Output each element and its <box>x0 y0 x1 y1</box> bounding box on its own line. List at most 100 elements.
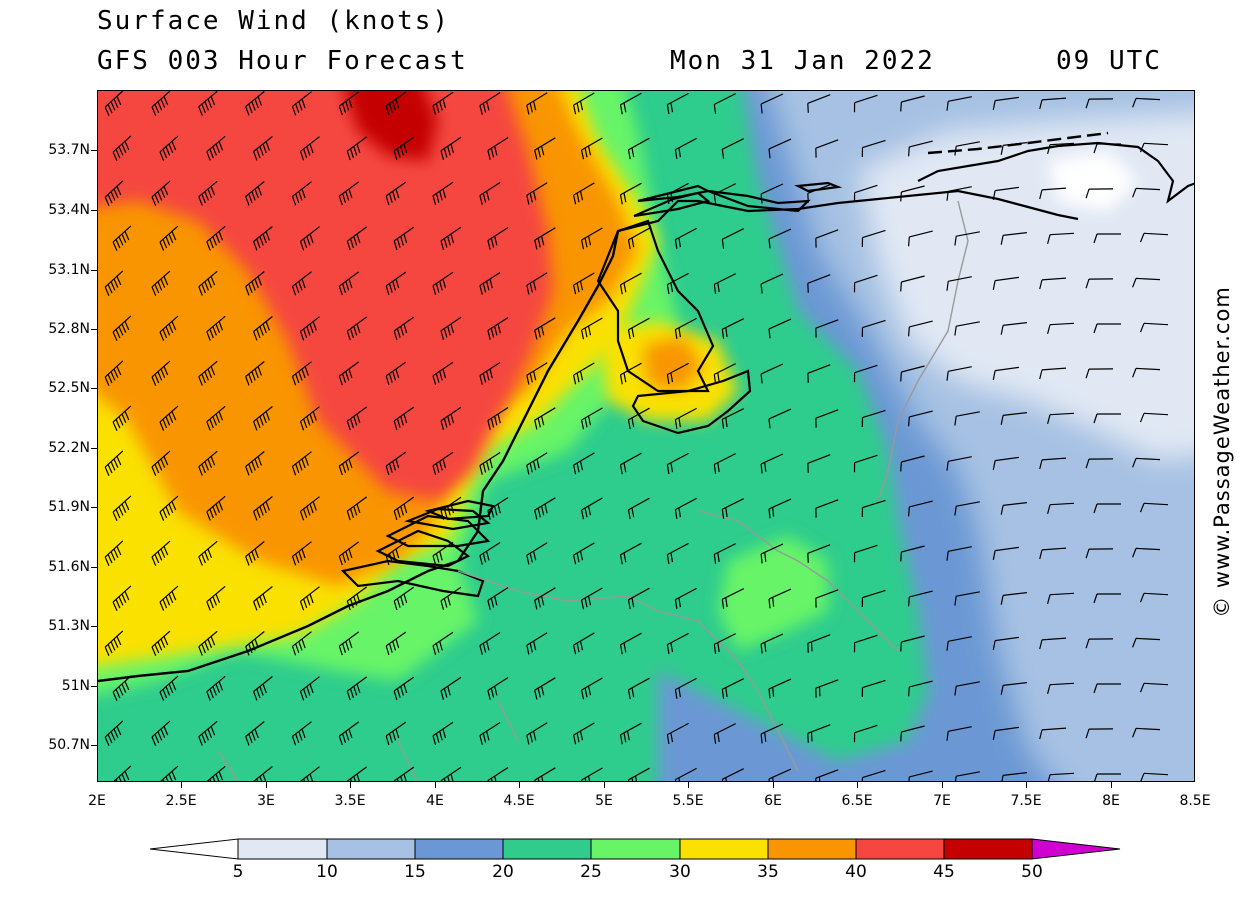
wind-barb-feather <box>168 773 173 781</box>
wind-barb-feather <box>163 96 169 106</box>
wind-barb-feather <box>356 323 361 334</box>
wind-barb <box>900 545 925 562</box>
wind-barb-feather <box>954 506 957 516</box>
wind-barb-feather <box>346 330 351 341</box>
wind-barb-feather <box>721 779 724 781</box>
wind-barb-feather <box>388 283 393 293</box>
wind-barb <box>619 92 642 115</box>
wind-barb-feather <box>151 286 157 296</box>
wind-barb-shaft <box>581 587 603 601</box>
wind-barb <box>760 183 784 204</box>
wind-barb-shaft <box>1041 277 1067 281</box>
wind-barb-feather <box>348 638 353 649</box>
wind-barb-feather <box>254 638 259 649</box>
wind-barb <box>1093 143 1121 154</box>
wind-barb-feather <box>619 734 623 745</box>
wind-barb <box>666 92 689 115</box>
wind-barb <box>807 94 831 113</box>
wind-barb-feather <box>807 193 809 203</box>
wind-barb-feather <box>121 143 127 153</box>
wind-barb-feather <box>489 368 493 379</box>
wind-barb-feather <box>165 236 171 246</box>
wind-barb-feather <box>396 688 401 698</box>
wind-barb <box>666 182 689 205</box>
wind-barb <box>908 230 933 247</box>
wind-barb-feather <box>573 104 577 115</box>
wind-barb-feather <box>807 553 809 563</box>
wind-barb-feather <box>159 241 165 251</box>
wind-barb-feather <box>584 147 588 158</box>
wind-barb <box>198 720 218 746</box>
wind-barb-feather <box>259 596 264 606</box>
wind-barb-feather <box>447 506 451 516</box>
wind-barb <box>619 452 642 475</box>
lat-label: 53.4N <box>48 202 90 218</box>
wind-barb-feather <box>447 236 451 246</box>
wind-barb <box>853 364 878 383</box>
wind-barb <box>815 139 839 158</box>
wind-barb-feather <box>587 685 592 696</box>
wind-barb <box>1000 232 1027 245</box>
wind-barb <box>104 540 124 567</box>
wind-barb-feather <box>487 240 491 250</box>
wind-barb-shaft <box>628 317 650 331</box>
wind-barb-shaft <box>1143 502 1169 506</box>
wind-barb-feather <box>353 146 358 156</box>
wind-barb-feather <box>992 550 996 561</box>
wind-barb-feather <box>810 731 813 742</box>
wind-barb <box>1047 772 1075 781</box>
wind-barb-feather <box>627 599 631 610</box>
wind-barb-feather <box>348 368 353 379</box>
wind-barb <box>815 589 839 608</box>
wind-barb <box>946 276 972 291</box>
wind-barb <box>861 139 886 158</box>
wind-barb-feather <box>306 416 311 426</box>
wind-barb-feather <box>435 553 440 563</box>
wind-barb-feather <box>245 466 250 476</box>
wind-barb <box>1039 277 1067 290</box>
wind-barb-feather <box>946 371 949 381</box>
wind-barb-feather <box>204 281 209 291</box>
legend-swatch-15-20 <box>414 838 504 860</box>
wind-barb-feather <box>494 686 498 696</box>
wind-barb-feather <box>262 233 267 244</box>
wind-barb <box>526 182 548 205</box>
wind-barb-feather <box>403 773 407 781</box>
wind-barb-feather <box>447 686 451 696</box>
wind-barb-feather <box>348 728 353 739</box>
wind-barb <box>1085 278 1114 289</box>
wind-barb-feather <box>157 641 163 651</box>
wind-barb-feather <box>670 192 674 203</box>
wind-barb <box>674 137 697 159</box>
wind-barb-shaft <box>862 769 886 779</box>
wind-barb-feather <box>304 366 309 376</box>
wind-barb-feather <box>392 731 397 741</box>
wind-barb <box>760 93 784 114</box>
wind-barb-feather <box>486 191 490 201</box>
wind-barb-feather <box>295 553 300 563</box>
wind-barb <box>908 320 933 337</box>
wind-barb <box>479 361 501 385</box>
wind-barb-feather <box>251 371 256 381</box>
wind-barb-feather <box>482 733 487 743</box>
wind-barb-feather <box>209 508 214 519</box>
wind-barb-feather <box>245 556 250 566</box>
wind-barb-feather <box>486 371 490 381</box>
wind-barb-feather <box>204 641 209 651</box>
wind-barb-feather <box>807 373 809 383</box>
wind-barb-feather <box>356 683 361 694</box>
wind-barb <box>713 183 736 204</box>
wind-barb-feather <box>356 143 361 154</box>
wind-barb <box>573 92 595 115</box>
wind-barb-shaft <box>722 318 744 330</box>
wind-barb-feather <box>631 237 635 248</box>
wind-barb-feather <box>1132 458 1137 468</box>
lat-tick <box>91 567 97 568</box>
wind-barb-feather <box>494 236 498 246</box>
wind-barb-shaft <box>1135 457 1161 461</box>
wind-barb-feather <box>257 366 262 376</box>
wind-barb-feather <box>201 643 206 654</box>
wind-barb-feather <box>248 193 253 204</box>
wind-barb-feather <box>112 331 118 342</box>
wind-barb-feather <box>678 147 681 158</box>
